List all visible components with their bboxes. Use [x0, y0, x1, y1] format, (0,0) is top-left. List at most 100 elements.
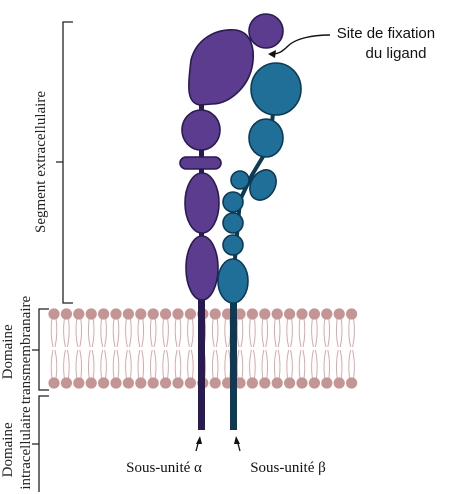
lipid-head: [209, 308, 221, 320]
lipid-tail: [162, 349, 169, 380]
lipid-tail: [162, 317, 169, 348]
lipid-tail: [187, 317, 194, 348]
lipid-tail: [87, 349, 95, 380]
lipid-tail: [273, 349, 281, 380]
lipid-tail: [261, 349, 269, 380]
lipid-tail: [174, 349, 182, 380]
lipid-head: [172, 377, 184, 389]
label-transmembrane-line2: transmembranaire: [18, 296, 34, 405]
lipid-head: [147, 377, 159, 389]
lipid-tail: [249, 349, 256, 380]
lipid-head: [85, 308, 97, 320]
beta-ligand-head: [248, 13, 284, 49]
label-intracellular-line2: intracellulaire: [18, 406, 34, 490]
lipid-tail: [335, 349, 343, 380]
lipid-tail: [298, 349, 306, 380]
alpha-pointer-head: [196, 436, 202, 444]
lipid-tail: [50, 349, 58, 380]
lipid-tail: [87, 317, 95, 348]
lipid-head: [73, 377, 85, 389]
lipid-head: [122, 377, 134, 389]
lipid-head: [296, 308, 308, 320]
label-intracellular-line1: Domaine: [0, 422, 16, 477]
lipid-head: [333, 308, 345, 320]
lipid-tail: [348, 317, 355, 348]
lipid-head: [321, 308, 333, 320]
bracket-transmembrane: [32, 308, 49, 391]
lipid-tail: [125, 317, 132, 348]
lipid-head: [98, 377, 110, 389]
lipid-tail: [261, 317, 269, 348]
lipid-head: [234, 377, 246, 389]
alpha-domain-2: [181, 109, 221, 151]
beta-subunit-label: Sous-unité β: [250, 460, 326, 476]
lipid-tail: [137, 317, 145, 348]
label-extracellular: Segment extracellulaire: [33, 91, 49, 233]
lipid-head: [284, 377, 296, 389]
lipid-tail: [211, 349, 219, 380]
lipid-head: [271, 377, 283, 389]
alpha-ligand-domain: [188, 29, 255, 106]
lipid-head: [147, 308, 159, 320]
label-transmembrane: Domaine transmembranaire: [0, 296, 34, 405]
ligand-site-line1: Site de fixation: [337, 25, 435, 42]
lipid-head: [60, 308, 72, 320]
lipid-tail: [236, 349, 244, 380]
lipid-head: [234, 308, 246, 320]
lipid-head: [135, 377, 147, 389]
bracket-intracellular: [32, 395, 49, 492]
lipid-tail: [286, 349, 293, 380]
beta-bead-2: [222, 191, 244, 213]
lipid-head: [60, 377, 72, 389]
lipid-head: [259, 308, 271, 320]
lipid-head: [85, 377, 97, 389]
lipid-head: [73, 308, 85, 320]
lipid-tail: [298, 317, 306, 348]
lipid-tail: [50, 317, 58, 348]
lipid-head: [110, 308, 122, 320]
beta-domain-1: [250, 62, 302, 116]
lipid-tail: [174, 317, 182, 348]
lipid-head: [271, 308, 283, 320]
lipid-head: [246, 377, 258, 389]
beta-pointer-head: [234, 436, 240, 444]
lipid-head: [184, 377, 196, 389]
lipid-tail: [75, 317, 83, 348]
lipid-tail: [335, 317, 343, 348]
lipid-head: [160, 377, 172, 389]
lipid-tail: [348, 349, 355, 380]
lipid-head: [321, 377, 333, 389]
beta-subunit: [217, 13, 302, 430]
lipid-tail: [224, 317, 231, 348]
lipid-tail: [149, 349, 157, 380]
lipid-tail: [75, 349, 83, 380]
label-transmembrane-line1: Domaine: [0, 324, 16, 379]
lipid-head: [259, 377, 271, 389]
alpha-subunit: [179, 29, 255, 430]
lipid-head: [333, 377, 345, 389]
lipid-tail: [211, 317, 219, 348]
lipid-bilayer: [48, 308, 358, 389]
label-intracellular: Domaine intracellulaire: [0, 406, 34, 490]
ligand-site-arrowhead: [268, 50, 276, 58]
beta-stalk: [230, 290, 237, 430]
lipid-head: [122, 308, 134, 320]
bracket-extracellular: [56, 21, 73, 304]
lipid-head: [296, 377, 308, 389]
alpha-domain-3: [184, 172, 220, 234]
lipid-tail: [100, 317, 107, 348]
alpha-hinge: [179, 156, 222, 170]
lipid-head: [135, 308, 147, 320]
lipid-tail: [63, 317, 70, 348]
lipid-tail: [273, 317, 281, 348]
lipid-tail: [137, 349, 145, 380]
lipid-head: [98, 308, 110, 320]
lipid-head: [308, 308, 320, 320]
lipid-head: [209, 377, 221, 389]
lipid-tail: [63, 349, 70, 380]
ligand-site-line2: du ligand: [366, 45, 427, 62]
beta-domain-2: [248, 118, 284, 158]
lipid-head: [160, 308, 172, 320]
